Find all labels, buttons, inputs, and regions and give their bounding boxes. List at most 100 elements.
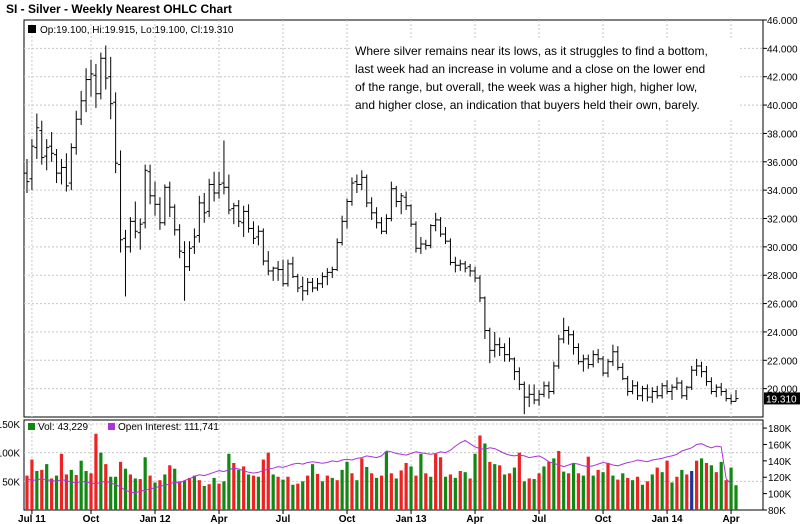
volume-bar <box>394 478 398 510</box>
price-tick-label: 30.000 <box>767 243 798 254</box>
volume-bar <box>251 475 256 510</box>
volume-bar <box>163 474 167 510</box>
x-tick-label: Oct <box>339 514 356 524</box>
ohlc-bar <box>88 59 94 97</box>
ohlc-bar <box>492 331 498 358</box>
ohlc-bar <box>723 388 729 402</box>
ohlc-bar <box>354 174 360 193</box>
volume-bar <box>182 480 187 510</box>
price-tick-label: 46.000 <box>767 16 798 27</box>
ohlc-bar <box>644 384 650 402</box>
oi-tick-label: 80K <box>768 506 786 517</box>
price-tick-label: 24.000 <box>767 328 798 339</box>
price-tick-label: 20.000 <box>767 385 798 396</box>
volume-bar <box>429 476 433 510</box>
ohlc-bar <box>113 92 119 174</box>
volume-panel <box>23 419 764 511</box>
volume-bar <box>655 467 659 510</box>
volume-bar <box>50 478 54 510</box>
ohlc-bar <box>511 357 517 381</box>
volume-bar <box>547 461 551 510</box>
ohlc-bar <box>699 361 705 378</box>
volume-legend-marker <box>28 423 35 430</box>
volume-bar <box>192 475 197 510</box>
ohlc-bar <box>270 266 276 281</box>
annotation-line-3: of the range, but overall, the week was … <box>355 80 697 94</box>
volume-bar <box>498 465 502 510</box>
ohlc-bar <box>590 350 596 368</box>
volume-bar <box>448 474 453 510</box>
ohlc-bar <box>684 385 690 400</box>
volume-bar <box>424 473 428 510</box>
quote-legend-marker <box>28 25 36 33</box>
volume-bar <box>99 452 103 510</box>
ohlc-bars <box>24 45 739 415</box>
ohlc-bar <box>93 63 99 108</box>
volume-bar <box>158 480 162 510</box>
volume-bar <box>118 461 123 510</box>
ohlc-bar <box>211 171 217 202</box>
ohlc-bar <box>206 178 212 218</box>
volume-bar <box>512 467 517 510</box>
volume-bar <box>310 464 315 510</box>
volume-bar <box>237 469 241 510</box>
volume-bar <box>306 475 310 510</box>
volume-bar <box>227 453 231 510</box>
volume-bar <box>197 480 201 510</box>
ohlc-bar <box>118 150 124 253</box>
ohlc-bar <box>639 385 645 402</box>
volume-bar <box>217 483 221 510</box>
volume-bar <box>404 462 408 510</box>
ohlc-bar <box>600 356 606 376</box>
ohlc-bar <box>137 218 143 250</box>
ohlc-bar <box>231 202 237 225</box>
ohlc-bar <box>566 326 572 345</box>
volume-bar <box>222 481 226 510</box>
volume-bar <box>384 451 389 510</box>
volume-bar <box>670 482 674 510</box>
ohlc-bar <box>147 164 153 205</box>
ohlc-bar <box>182 241 188 301</box>
volume-legend: Vol: 43,229 <box>38 422 88 433</box>
open-interest-legend-marker <box>108 423 115 430</box>
ohlc-bar <box>310 278 316 293</box>
volume-bar <box>699 458 704 510</box>
ohlc-bar <box>314 278 320 291</box>
ohlc-bar <box>152 181 158 216</box>
price-tick-label: 32.000 <box>767 215 798 226</box>
volume-bar <box>89 473 93 510</box>
x-tick-label: Jan 14 <box>651 514 683 524</box>
volume-bar <box>365 467 369 510</box>
volume-bar <box>296 483 300 510</box>
quote-readout: Op:19.100, Hi:19.915, Lo:19.100, Cl:19.3… <box>40 25 234 36</box>
ohlc-bar <box>502 343 508 362</box>
volume-bar <box>133 478 137 510</box>
ohlc-bar <box>127 217 133 253</box>
volume-bar <box>178 481 182 510</box>
volume-bar <box>281 479 285 510</box>
ohlc-bar <box>718 382 724 396</box>
price-tick-label: 36.000 <box>767 158 798 169</box>
volume-bar <box>532 479 536 510</box>
ohlc-bar <box>521 381 527 415</box>
ohlc-bar <box>108 56 114 120</box>
ohlc-bar <box>24 158 30 193</box>
volume-bar <box>635 476 640 510</box>
volume-bar <box>207 484 211 510</box>
ohlc-bar <box>497 337 503 357</box>
volume-bar <box>94 433 98 510</box>
ohlc-bar <box>664 380 670 395</box>
ohlc-bar <box>58 158 64 185</box>
volume-bar <box>571 462 576 510</box>
ohlc-bar <box>610 344 616 366</box>
volume-bar <box>586 456 590 510</box>
ohlc-bar <box>374 207 380 229</box>
ohlc-bar <box>122 229 128 297</box>
ohlc-bar <box>418 236 424 254</box>
ohlc-bar <box>408 204 414 228</box>
volume-bar <box>153 482 157 510</box>
volume-bar <box>704 462 709 510</box>
ohlc-bar <box>103 45 109 90</box>
ohlc-bar <box>625 375 631 396</box>
volume-bar <box>601 472 605 510</box>
